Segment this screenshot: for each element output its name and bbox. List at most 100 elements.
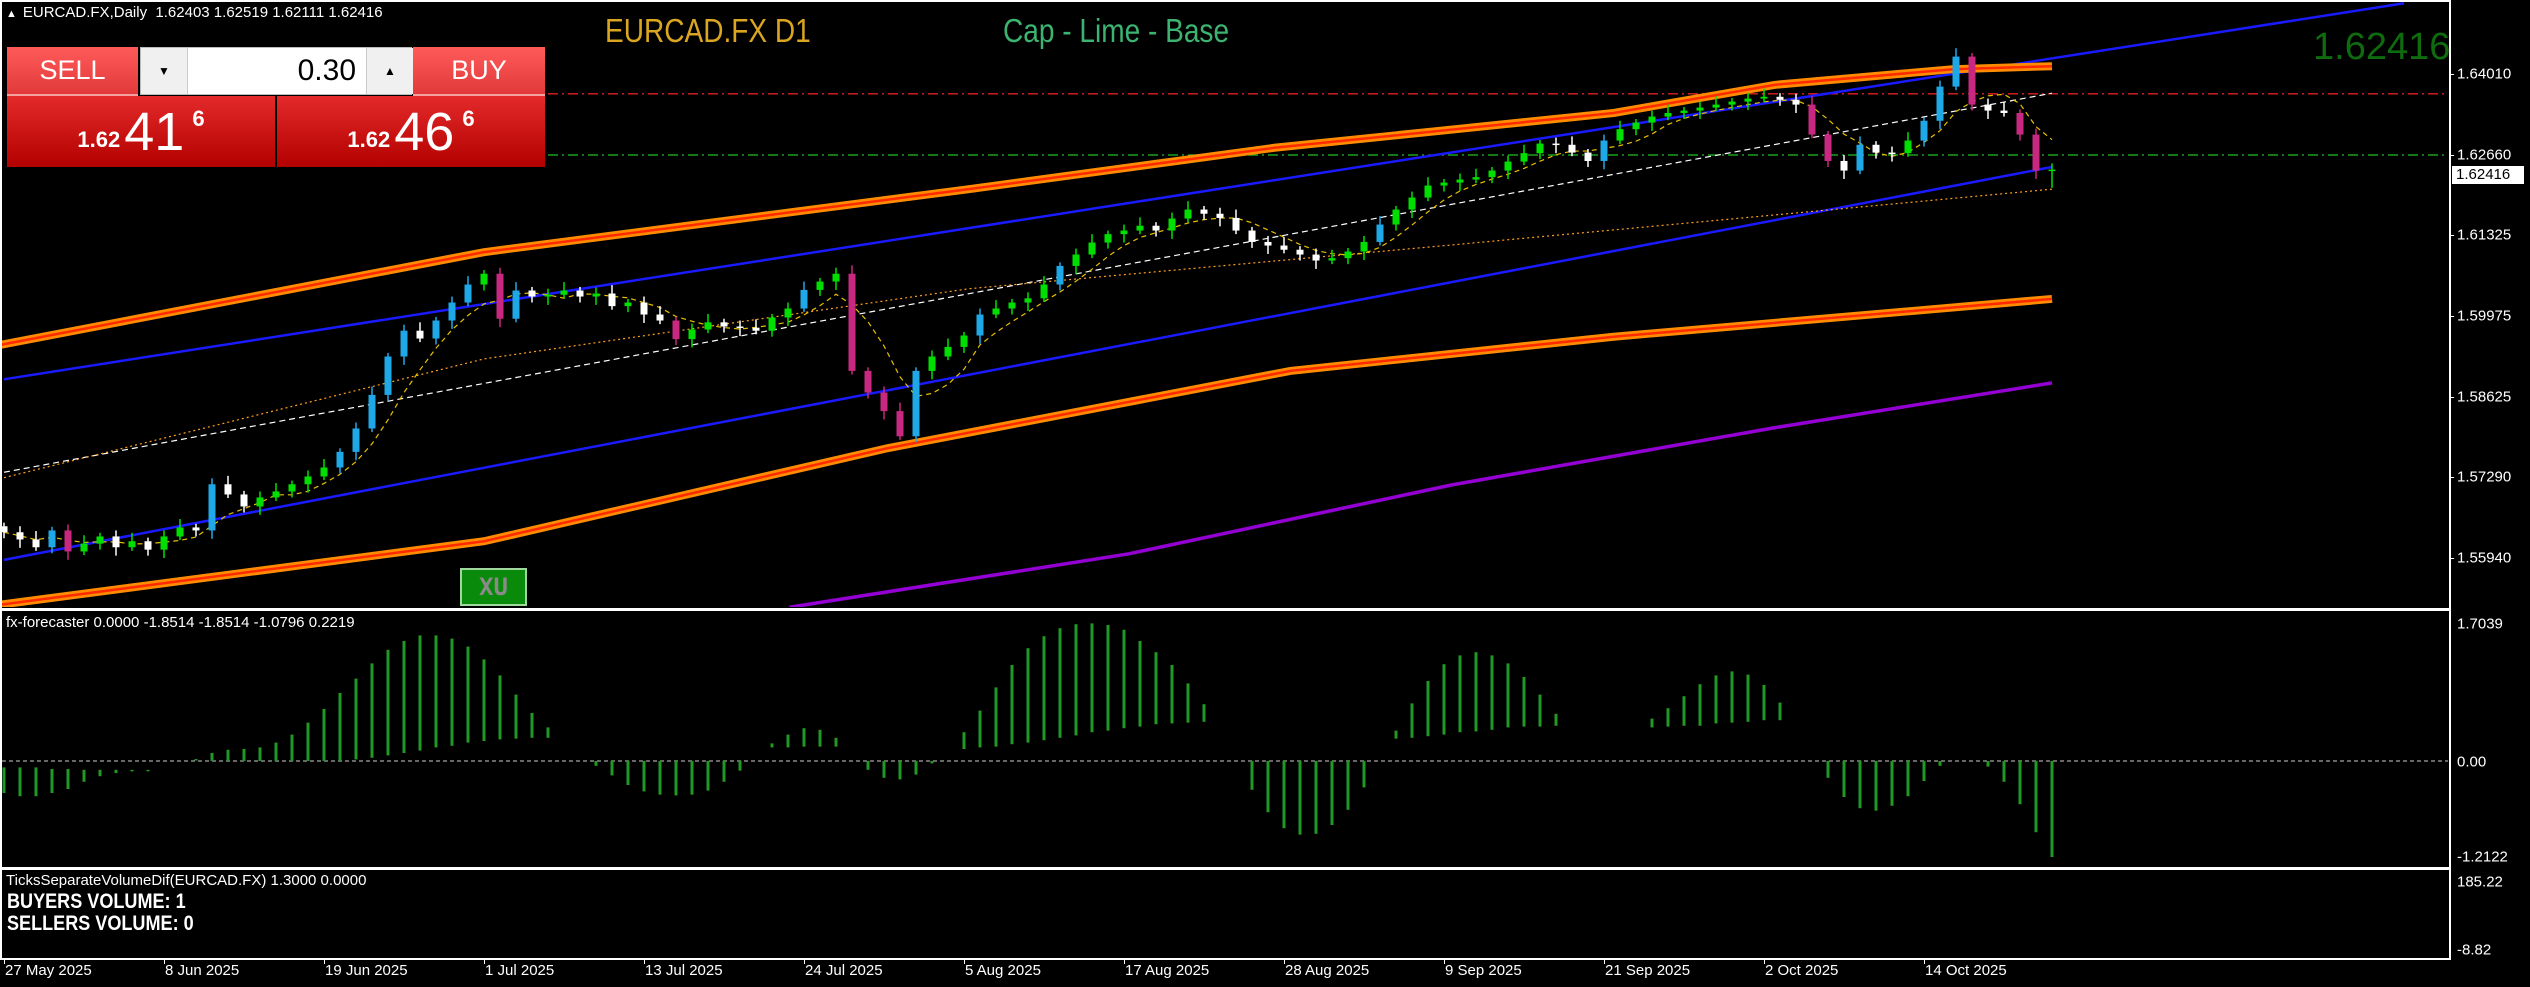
buy-button[interactable]: BUY — [413, 47, 545, 96]
candle-body — [976, 314, 984, 336]
candle-body — [1920, 120, 1928, 141]
candle — [256, 491, 264, 515]
histogram-bar — [1874, 761, 1878, 811]
candle-body — [1936, 86, 1944, 121]
histogram-bar — [1346, 761, 1350, 810]
histogram-bar — [34, 767, 38, 797]
histogram-bar — [1154, 652, 1158, 725]
fx-forecaster-pane — [0, 609, 2451, 869]
histogram-bar — [1666, 708, 1670, 727]
candle-body — [1472, 177, 1480, 180]
price-axis-tick — [2449, 396, 2454, 398]
candle-body — [1040, 284, 1048, 299]
candle-body — [416, 330, 424, 339]
time-axis-label: 28 Aug 2025 — [1285, 962, 1370, 979]
sell-button[interactable]: SELL — [7, 47, 138, 96]
price-axis-tick — [2449, 74, 2454, 75]
candle — [624, 298, 632, 313]
histogram-bar — [1362, 761, 1366, 788]
triangle-down-icon[interactable]: ▼ — [141, 48, 187, 94]
histogram-bar — [706, 761, 710, 791]
candle-body — [880, 392, 888, 412]
lot-size-input[interactable] — [187, 48, 367, 94]
candle-body — [1168, 218, 1176, 231]
candle-body — [864, 370, 872, 393]
candle — [992, 300, 1000, 319]
candle-body — [1024, 298, 1032, 303]
histogram-bar — [1698, 684, 1702, 726]
time-axis-tick — [644, 958, 645, 964]
candle — [1760, 88, 1768, 103]
candle — [272, 483, 280, 502]
histogram-bar — [658, 761, 662, 795]
price-axis-tick — [2449, 316, 2454, 318]
candle — [1088, 234, 1096, 259]
candle-body — [448, 302, 456, 321]
candle — [1232, 209, 1240, 235]
candle-body — [768, 317, 776, 331]
candle-body — [400, 330, 408, 357]
candle-body — [1568, 144, 1576, 153]
candle-body — [912, 370, 920, 437]
candle — [1536, 139, 1544, 160]
candle — [640, 296, 648, 323]
time-axis-tick — [1604, 958, 1605, 964]
candle — [752, 319, 760, 335]
fx-forecaster-histogram — [2, 623, 2448, 857]
candle — [320, 459, 328, 481]
histogram-bar — [338, 693, 342, 761]
candle — [2, 522, 8, 539]
candle-body — [384, 356, 392, 395]
candle — [1728, 97, 1736, 111]
triangle-up-icon[interactable]: ▲ — [367, 48, 413, 94]
time-axis-tick — [1284, 958, 1285, 964]
candle-body — [544, 294, 552, 297]
candle-body — [944, 346, 952, 357]
candle-body — [1952, 56, 1960, 87]
candle — [704, 313, 712, 334]
buy-price[interactable]: 1.62 46 6 — [277, 96, 545, 167]
candle — [1456, 173, 1464, 191]
candle-body — [1808, 104, 1816, 135]
candle-body — [1088, 242, 1096, 255]
histogram-bar — [1298, 761, 1302, 835]
histogram-bar — [690, 761, 694, 795]
histogram-bar — [354, 678, 358, 760]
triangle-up-icon[interactable]: ▲ — [6, 8, 17, 20]
candle-body — [224, 484, 232, 495]
candle — [16, 526, 24, 548]
candle — [528, 286, 536, 303]
time-axis-label: 13 Jul 2025 — [645, 962, 723, 979]
fx-axis-zero: 0.00 — [2457, 753, 2487, 771]
sell-price[interactable]: 1.62 41 6 — [7, 96, 275, 167]
candle — [368, 386, 376, 433]
sellers-volume: SELLERS VOLUME: 0 — [7, 912, 194, 935]
candle — [1648, 110, 1656, 131]
candle — [800, 281, 808, 313]
histogram-bar — [1282, 761, 1286, 829]
channel-lower-line — [3, 165, 2053, 562]
buy-price-prefix: 1.62 — [347, 126, 391, 152]
histogram-bar — [1010, 665, 1014, 745]
candle — [1424, 177, 1432, 202]
candle-body — [320, 467, 328, 477]
xu-button[interactable]: XU — [460, 568, 527, 606]
price-axis-label: 1.59975 — [2457, 307, 2512, 325]
current-price-label: 1.62416 — [2452, 166, 2524, 184]
candle-body — [1632, 122, 1640, 130]
histogram-bar — [258, 747, 262, 761]
candle-body — [816, 281, 824, 290]
histogram-bar — [194, 759, 198, 761]
candle-body — [1520, 153, 1528, 162]
histogram-bar — [914, 761, 918, 775]
candle-body — [752, 327, 760, 331]
candle-body — [480, 273, 488, 285]
candle — [1344, 247, 1352, 265]
histogram-bar — [2018, 761, 2022, 805]
candle-body — [528, 290, 536, 297]
candle-body — [272, 491, 280, 498]
histogram-bar — [1714, 675, 1718, 724]
time-axis-tick — [1124, 958, 1125, 964]
histogram-bar — [962, 732, 966, 749]
